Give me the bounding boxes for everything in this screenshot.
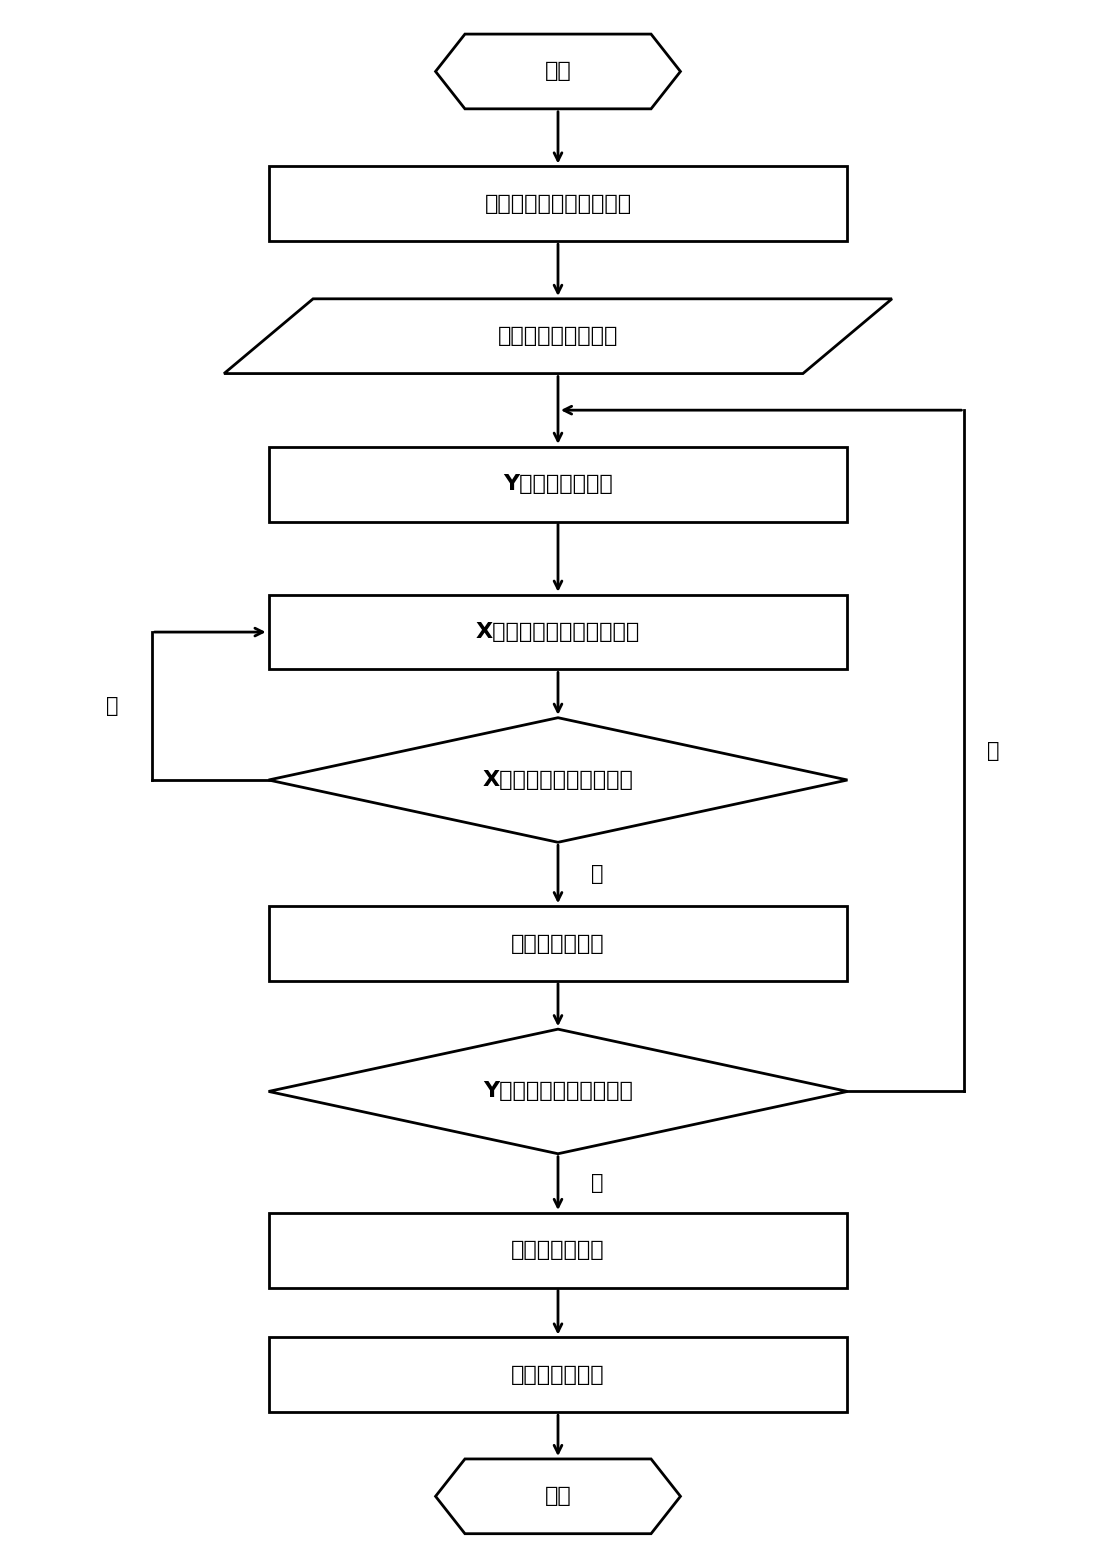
Text: 是: 是 [591, 864, 604, 885]
Polygon shape [269, 1030, 847, 1154]
Bar [269, 1337, 847, 1412]
Bar [269, 594, 847, 669]
Text: 结束: 结束 [545, 1487, 571, 1507]
Text: 否: 否 [106, 696, 118, 716]
Polygon shape [224, 300, 892, 373]
Text: 输入物体需扫描尺寸: 输入物体需扫描尺寸 [498, 326, 618, 346]
Text: Y轴移动制定距离: Y轴移动制定距离 [503, 474, 613, 495]
Polygon shape [435, 1459, 681, 1533]
Bar [269, 906, 847, 981]
Bar [269, 167, 847, 242]
Text: 传感器停止采样: 传感器停止采样 [511, 933, 605, 953]
Polygon shape [435, 34, 681, 109]
Text: 开始: 开始 [545, 61, 571, 81]
Text: X轴移动，传感器采集数据: X轴移动，传感器采集数据 [475, 622, 641, 643]
Text: 否: 否 [987, 741, 999, 761]
Text: 是: 是 [591, 1173, 604, 1193]
Bar [269, 1214, 847, 1287]
Text: 输出粗糙度数值: 输出粗糙度数值 [511, 1365, 605, 1385]
Text: 计算粗糙度参数: 计算粗糙度参数 [511, 1240, 605, 1260]
Text: 初始化电机及传感器参数: 初始化电机及传感器参数 [484, 193, 632, 214]
Text: X轴是否到达指定位置？: X轴是否到达指定位置？ [482, 771, 634, 789]
Text: Y轴是否到达指定位置？: Y轴是否到达指定位置？ [483, 1081, 633, 1101]
Bar [269, 446, 847, 521]
Polygon shape [269, 718, 847, 842]
